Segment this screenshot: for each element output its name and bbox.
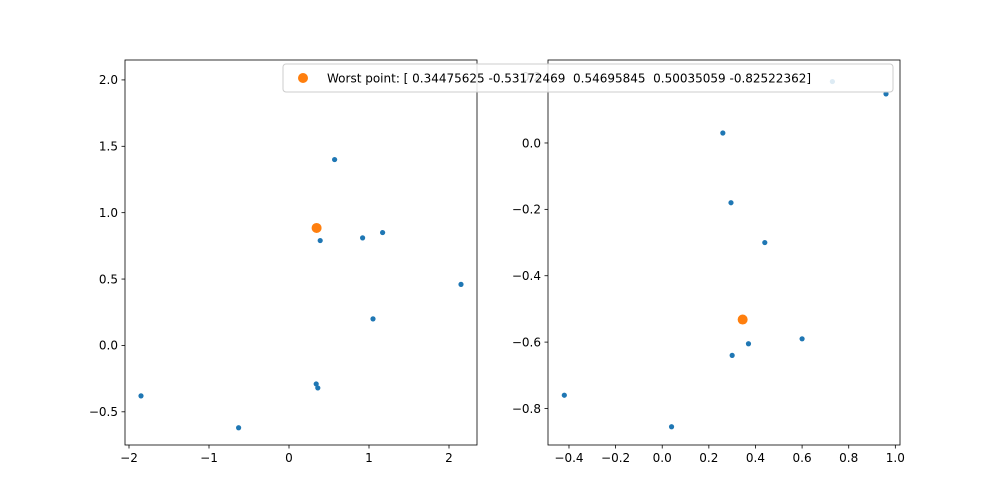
data-point-9 [883,91,889,97]
data-point-5 [317,237,323,244]
x-tick-label: 2 [445,451,453,465]
y-tick-label: −0.6 [512,335,541,349]
x-tick-label: 0.0 [653,451,672,465]
x-tick-label: −2 [120,451,138,465]
data-point-6 [762,239,768,246]
data-point-4 [729,352,735,358]
legend-label: Worst point: [ 0.34475625 -0.53172469 0.… [327,72,811,86]
worst-point-0 [737,314,748,325]
data-point-6 [360,235,366,241]
x-tick-label: 0.6 [793,451,812,465]
data-point-2 [313,381,319,387]
y-tick-label: 1.0 [99,206,118,220]
data-point-3 [315,385,321,391]
y-tick-label: −0.4 [512,269,541,283]
data-point-1 [236,425,242,431]
data-point-9 [458,281,464,287]
y-tick-label: 0.0 [522,136,541,150]
data-point-4 [332,156,338,163]
x-tick-label: 0.2 [699,451,718,465]
x-tick-label: 0 [285,451,293,465]
y-tick-label: −0.8 [512,402,541,416]
data-point-0 [138,393,144,399]
y-tick-label: 0.0 [99,339,118,353]
data-point-8 [370,316,376,322]
x-tick-label: 1.0 [886,451,905,465]
legend: Worst point: [ 0.34475625 -0.53172469 0.… [282,63,894,93]
y-tick-label: −0.2 [512,203,541,217]
x-tick-label: 1 [365,451,373,465]
y-tick-label: 2.0 [99,73,118,87]
legend-marker [298,73,308,83]
data-point-2 [720,130,726,136]
data-point-1 [668,424,675,430]
x-tick-label: 0.4 [746,451,765,465]
data-point-3 [728,200,734,206]
worst-point-0 [311,222,322,233]
axes-frame [547,59,901,446]
data-point-5 [745,341,752,347]
left-scatter-plot: −2 −1 0 1 2 −0.5 0.0 0.5 1.0 1.5 2.0 [89,59,478,465]
data-point-0 [561,392,567,398]
y-tick-label: −0.5 [89,405,118,419]
x-tick-label: −0.2 [601,451,630,465]
y-tick-label: 1.5 [99,140,118,154]
legend-frame [282,63,894,93]
axes-frame [124,59,478,446]
y-tick-label: 0.5 [99,272,118,286]
x-tick-label: −1 [200,451,218,465]
x-tick-label: 0.8 [839,451,858,465]
data-point-7 [380,229,386,236]
data-point-7 [799,336,805,342]
x-tick-label: −0.4 [554,451,583,465]
